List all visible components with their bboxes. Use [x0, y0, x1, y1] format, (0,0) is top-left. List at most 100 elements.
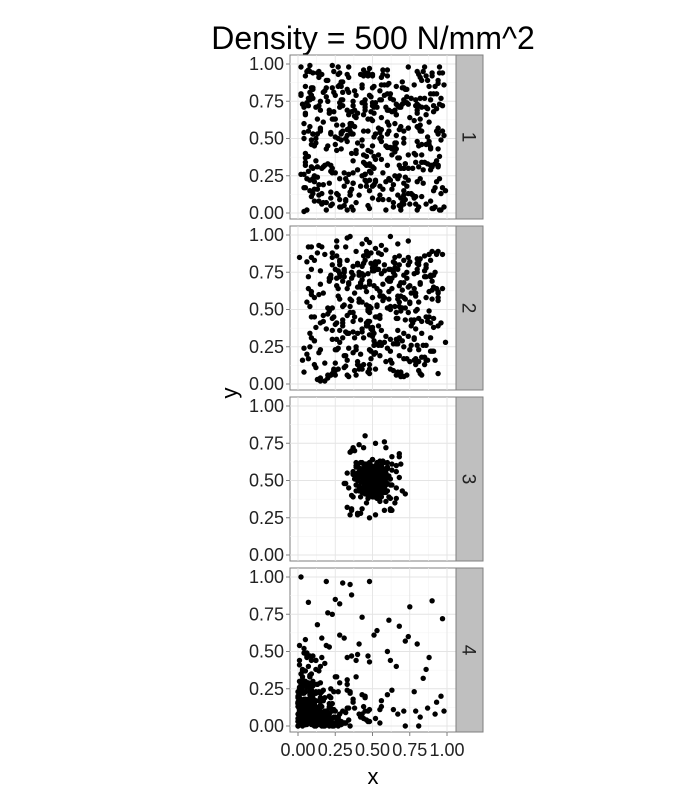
data-point	[357, 351, 364, 357]
data-point	[317, 281, 324, 287]
y-tick-label: 1.00	[249, 225, 284, 245]
data-point	[341, 302, 347, 308]
x-tick-label: 0.50	[355, 740, 390, 760]
y-tick-label: 0.75	[249, 433, 284, 453]
data-point	[351, 123, 358, 130]
data-point	[435, 294, 441, 301]
data-point	[380, 477, 386, 484]
data-point	[350, 180, 356, 186]
data-point	[430, 324, 437, 331]
data-point	[411, 117, 417, 124]
data-point	[390, 199, 397, 206]
data-point	[357, 712, 364, 719]
data-point	[401, 100, 407, 106]
data-point	[320, 712, 326, 719]
data-point	[360, 485, 367, 491]
data-point	[404, 275, 410, 281]
data-point	[365, 369, 371, 375]
data-point	[301, 645, 307, 652]
data-point	[378, 327, 385, 334]
data-point	[386, 617, 392, 623]
data-point	[348, 492, 355, 499]
data-point	[317, 98, 324, 105]
data-point	[421, 253, 428, 259]
data-point	[383, 333, 389, 339]
data-point	[407, 604, 413, 610]
data-point	[402, 161, 408, 167]
data-point	[316, 291, 322, 298]
data-point	[368, 467, 374, 473]
data-point	[363, 248, 370, 255]
data-point	[341, 364, 347, 371]
y-tick-label: 0.50	[249, 300, 284, 320]
data-point	[329, 254, 335, 261]
data-point	[304, 650, 310, 656]
data-point	[421, 95, 428, 102]
data-point	[439, 70, 446, 76]
data-point	[378, 138, 385, 145]
data-point	[296, 702, 303, 708]
data-point	[356, 296, 362, 302]
data-point	[372, 245, 379, 252]
data-point	[366, 515, 373, 521]
data-point	[413, 159, 419, 165]
data-point	[313, 324, 319, 331]
data-point	[374, 483, 380, 490]
data-point	[341, 274, 347, 280]
data-point	[383, 104, 389, 110]
data-point	[442, 339, 449, 345]
data-point	[354, 361, 361, 368]
data-point	[359, 143, 365, 149]
data-point	[362, 693, 368, 699]
data-point	[433, 699, 440, 705]
data-point	[389, 285, 395, 292]
data-point	[378, 483, 385, 490]
data-point	[429, 598, 435, 604]
data-point	[399, 199, 405, 206]
data-point	[416, 164, 422, 170]
data-point	[411, 82, 417, 88]
data-point	[359, 82, 365, 88]
data-point	[360, 703, 367, 710]
data-point	[424, 318, 431, 325]
data-point	[357, 71, 364, 78]
data-point	[357, 510, 364, 516]
data-point	[413, 356, 419, 362]
data-point	[325, 375, 331, 381]
data-point	[369, 164, 376, 170]
data-point	[311, 173, 318, 179]
data-point	[427, 146, 434, 152]
data-point	[363, 179, 370, 185]
data-point	[407, 201, 413, 207]
data-point	[402, 317, 408, 323]
data-point	[441, 82, 447, 88]
y-tick-label: 0.25	[249, 166, 284, 186]
data-point	[347, 581, 353, 588]
data-point	[307, 692, 313, 698]
data-point	[346, 171, 352, 177]
data-point	[332, 92, 338, 99]
data-point	[365, 147, 371, 154]
data-point	[301, 135, 307, 142]
data-point	[328, 189, 334, 195]
data-point	[393, 315, 399, 322]
data-point	[308, 657, 315, 664]
data-point	[301, 129, 307, 136]
data-point	[347, 303, 353, 310]
data-point	[299, 709, 306, 716]
data-point	[401, 708, 407, 714]
data-point	[341, 266, 347, 272]
data-point	[313, 135, 319, 142]
data-point	[357, 494, 364, 500]
data-point	[356, 641, 362, 647]
data-point	[419, 372, 425, 378]
data-point	[348, 448, 355, 454]
data-point	[299, 357, 306, 363]
data-point	[368, 356, 374, 362]
data-point	[377, 498, 383, 505]
data-point	[353, 248, 359, 255]
data-point	[332, 141, 338, 148]
data-point	[424, 77, 431, 84]
y-tick-label: 1.00	[249, 54, 284, 74]
data-point	[393, 132, 399, 139]
